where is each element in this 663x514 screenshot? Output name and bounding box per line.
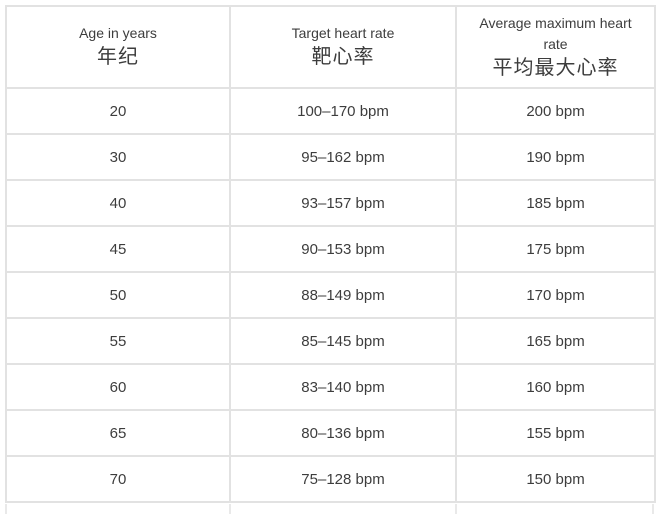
col-header-target-rate-zh: 靶心率 (311, 46, 375, 68)
table-row: 40 93–157 bpm 185 bpm (5, 179, 656, 227)
table-row: 60 83–140 bpm 160 bpm (5, 363, 656, 411)
cell-max-rate: 155 bpm (455, 409, 656, 457)
cell-age: 30 (5, 133, 231, 181)
cell-target-rate: 88–149 bpm (229, 271, 457, 319)
col-header-max-rate-zh: 平均最大心率 (492, 56, 619, 79)
heart-rate-table: Age in years 年纪 Target heart rate 靶心率 Av… (5, 5, 656, 503)
cell-target-rate: 83–140 bpm (229, 363, 457, 411)
header-row: Age in years 年纪 Target heart rate 靶心率 Av… (5, 5, 656, 89)
column-divider (229, 504, 231, 514)
cell-max-rate: 175 bpm (455, 225, 656, 273)
column-divider (455, 504, 457, 514)
cell-max-rate: 200 bpm (455, 87, 656, 135)
table-header: Age in years 年纪 Target heart rate 靶心率 Av… (5, 5, 656, 89)
cell-age: 45 (5, 225, 231, 273)
table-row: 20 100–170 bpm 200 bpm (5, 87, 656, 135)
cell-max-rate: 160 bpm (455, 363, 656, 411)
cell-max-rate: 170 bpm (455, 271, 656, 319)
table-row: 45 90–153 bpm 175 bpm (5, 225, 656, 273)
cell-target-rate: 93–157 bpm (229, 179, 457, 227)
cell-age: 20 (5, 87, 231, 135)
col-header-target-rate-en: Target heart rate (291, 25, 395, 41)
table-row: 70 75–128 bpm 150 bpm (5, 455, 656, 503)
cell-age: 55 (5, 317, 231, 365)
cutoff-row-stub (5, 504, 654, 514)
cell-target-rate: 90–153 bpm (229, 225, 457, 273)
cell-target-rate: 100–170 bpm (229, 87, 457, 135)
cell-age: 60 (5, 363, 231, 411)
col-header-age-en: Age in years (79, 25, 157, 41)
cell-target-rate: 85–145 bpm (229, 317, 457, 365)
cell-age: 40 (5, 179, 231, 227)
col-header-max-rate-en: Average maximum heart rate (479, 14, 632, 52)
cell-max-rate: 150 bpm (455, 455, 656, 503)
cell-max-rate: 165 bpm (455, 317, 656, 365)
cell-target-rate: 95–162 bpm (229, 133, 457, 181)
cell-age: 70 (5, 455, 231, 503)
table-row: 50 88–149 bpm 170 bpm (5, 271, 656, 319)
cell-age: 50 (5, 271, 231, 319)
table-body: 20 100–170 bpm 200 bpm 30 95–162 bpm 190… (5, 87, 656, 503)
col-header-max-rate: Average maximum heart rate 平均最大心率 (455, 5, 656, 89)
col-header-age: Age in years 年纪 (5, 5, 231, 89)
col-header-target-rate: Target heart rate 靶心率 (229, 5, 457, 89)
table-row: 30 95–162 bpm 190 bpm (5, 133, 656, 181)
cell-max-rate: 190 bpm (455, 133, 656, 181)
cell-age: 65 (5, 409, 231, 457)
table-row: 55 85–145 bpm 165 bpm (5, 317, 656, 365)
cell-target-rate: 75–128 bpm (229, 455, 457, 503)
col-header-age-zh: 年纪 (97, 46, 139, 68)
table-row: 65 80–136 bpm 155 bpm (5, 409, 656, 457)
cell-max-rate: 185 bpm (455, 179, 656, 227)
cell-target-rate: 80–136 bpm (229, 409, 457, 457)
